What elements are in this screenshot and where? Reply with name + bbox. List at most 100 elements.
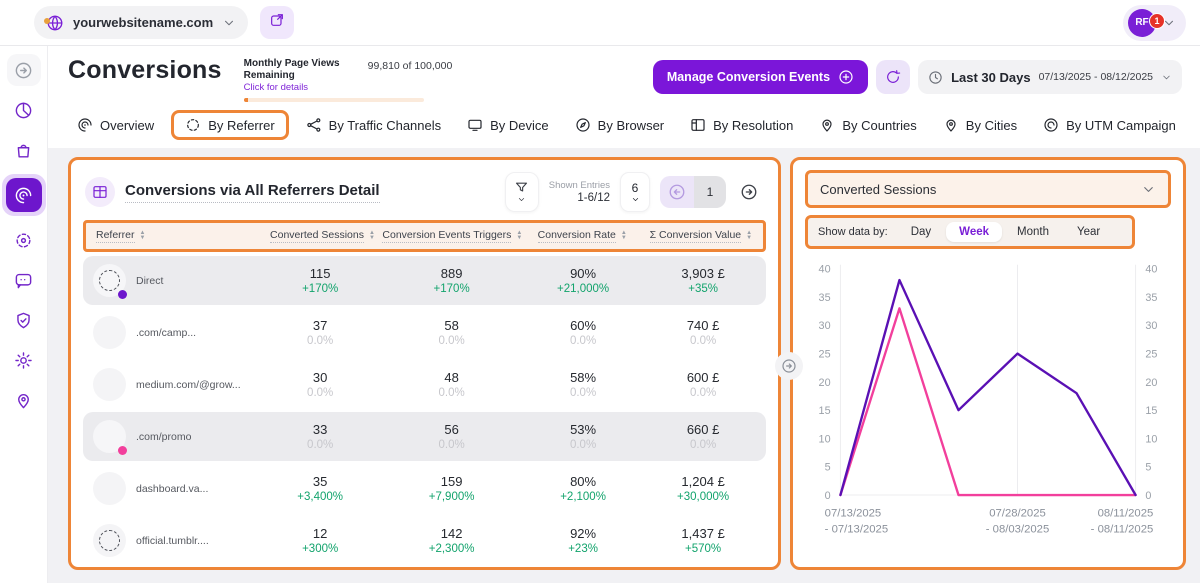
cell-value: 80% — [570, 474, 597, 489]
sidebar-item-privacy[interactable] — [7, 304, 41, 336]
sort-icon[interactable]: ▲ ▼ — [139, 230, 146, 241]
sidebar-item-retargeting[interactable] — [7, 224, 41, 256]
table-title: Conversions via All Referrers Detail — [125, 182, 380, 203]
svg-text:10: 10 — [819, 433, 831, 445]
sidebar-item-feedback[interactable] — [7, 264, 41, 296]
arrow-right-circle-icon — [781, 358, 797, 374]
tab-by-referrer[interactable]: By Referrer — [171, 110, 289, 140]
table-row[interactable]: .com/promo 33 0.0% 56 0.0% 53% 0.0% 660 £ 0.0% — [83, 412, 766, 461]
tab-label: By Countries — [842, 117, 917, 133]
cell-value: 33 — [312, 422, 328, 437]
svg-text:20: 20 — [1145, 377, 1157, 389]
granularity-day[interactable]: Day — [910, 226, 932, 238]
granularity-control: Show data by: Day Week Month Year — [805, 215, 1135, 249]
tab-label: Overview — [100, 117, 155, 133]
quota-value: 99,810 of 100,000 — [367, 60, 453, 72]
cell-delta: +7,900% — [428, 491, 475, 503]
tab-by-traffic-channels[interactable]: By Traffic Channels — [297, 111, 450, 139]
conversions-line-chart: 0 0 5 5 10 10 15 15 20 20 25 25 30 30 35 35 40 40 07/13/20… — [805, 253, 1171, 561]
cell-delta: +3,400% — [297, 491, 344, 503]
sort-icon[interactable]: ▲ ▼ — [368, 230, 375, 241]
column-header[interactable]: Conversion Events Triggers ▲ ▼ — [382, 229, 523, 243]
prev-page-button[interactable] — [660, 176, 694, 208]
table-row[interactable]: Direct 115 +170% 889 +170% 90% +21,000% 3,903 £… — [83, 256, 766, 305]
quota-details-link[interactable]: Click for details — [243, 82, 309, 93]
show-data-by-label: Show data by: — [818, 226, 888, 238]
svg-text:08/11/2025: 08/11/2025 — [1098, 508, 1154, 520]
user-menu[interactable]: RF 1 — [1123, 4, 1186, 41]
tab-label: By Traffic Channels — [328, 117, 442, 133]
compass-icon — [575, 117, 591, 133]
cell-value: 37 — [312, 318, 328, 333]
spiral-icon — [14, 186, 33, 205]
tab-by-device[interactable]: By Device — [458, 111, 558, 139]
filter-button[interactable] — [504, 172, 539, 212]
sort-icon[interactable]: ▲ ▼ — [746, 230, 753, 241]
svg-text:30: 30 — [1145, 320, 1157, 332]
sidebar-item-analytics[interactable] — [7, 94, 41, 126]
cell-delta: +300% — [302, 543, 339, 555]
pin-icon — [943, 117, 959, 133]
website-selector[interactable]: yourwebsitename.com — [34, 6, 249, 39]
metric-dropdown[interactable]: Converted Sessions — [805, 170, 1171, 208]
table-rows: Direct 115 +170% 889 +170% 90% +21,000% 3,903 £… — [83, 256, 766, 565]
quota-widget: Monthly Page Views Remaining Click for d… — [243, 58, 452, 102]
tab-by-browser[interactable]: By Browser — [566, 111, 673, 139]
svg-text:5: 5 — [1145, 462, 1151, 474]
open-website-button[interactable] — [260, 6, 295, 39]
sidebar-item-orders[interactable] — [7, 134, 41, 166]
panel-collapse-handle[interactable] — [775, 352, 803, 380]
tab-overview[interactable]: Overview — [68, 111, 163, 139]
date-range-picker[interactable]: Last 30 Days 07/13/2025 - 08/12/2025 — [918, 60, 1182, 94]
refresh-button[interactable] — [876, 60, 911, 94]
svg-text:40: 40 — [1145, 264, 1157, 276]
table-row[interactable]: .com/camp... 37 0.0% 58 0.0% 60% 0.0% 740 £ 0.0% — [83, 308, 766, 357]
manage-conversion-events-button[interactable]: Manage Conversion Events — [652, 60, 869, 94]
column-header[interactable]: Σ Conversion Value ▲ ▼ — [649, 229, 753, 243]
cell-value: 660 £ — [686, 422, 720, 437]
sort-icon[interactable]: ▲ ▼ — [516, 230, 523, 241]
sidebar-item-locations[interactable] — [7, 384, 41, 416]
referrer-name: medium.com/@grow... — [136, 378, 241, 391]
column-header[interactable]: Referrer ▲ ▼ — [96, 229, 146, 243]
tab-by-cities[interactable]: By Cities — [934, 111, 1026, 139]
granularity-month[interactable]: Month — [1017, 226, 1049, 238]
cell-value: 53% — [570, 422, 597, 437]
granularity-week[interactable]: Week — [946, 222, 1003, 242]
avatar: RF 1 — [1128, 8, 1165, 37]
referrers-table-panel: Conversions via All Referrers Detail Sho… — [68, 157, 781, 570]
column-header[interactable]: Converted Sessions ▲ ▼ — [270, 229, 375, 243]
chevron-down-icon — [631, 195, 640, 204]
shown-entries: Shown Entries 1-6/12 — [548, 180, 610, 204]
utm-icon — [1043, 117, 1059, 133]
filter-icon — [514, 180, 529, 195]
tab-by-resolution[interactable]: By Resolution — [681, 111, 802, 139]
sidebar-item-conversions[interactable] — [5, 178, 42, 212]
cell-delta: +2,100% — [560, 491, 606, 503]
sidebar-item-collapse-menu[interactable] — [6, 54, 41, 86]
plus-circle-icon — [838, 69, 854, 85]
series-color-dot — [118, 290, 127, 299]
referrer-favicon — [93, 264, 127, 299]
notification-badge: 1 — [1149, 12, 1165, 29]
cell-value: 30 — [312, 370, 328, 385]
next-page-button[interactable] — [734, 177, 764, 207]
tab-by-utm-campaign[interactable]: By UTM Campaign — [1034, 111, 1185, 139]
cell-delta: +21,000% — [557, 283, 610, 295]
sidebar-item-settings[interactable] — [7, 344, 41, 376]
table-row[interactable]: medium.com/@grow... 30 0.0% 48 0.0% 58% 0.0% 60… — [83, 360, 766, 409]
page-number[interactable]: 1 — [694, 176, 726, 208]
pin-icon — [819, 117, 835, 133]
table-row[interactable]: official.tumblr.... 12 +300% 142 +2,300% 92% +… — [83, 516, 766, 565]
tab-by-countries[interactable]: By Countries — [810, 111, 925, 139]
sort-icon[interactable]: ▲ ▼ — [620, 230, 627, 241]
cell-value: 60% — [570, 318, 597, 333]
cell-delta: 0.0% — [438, 439, 465, 451]
cell-value: 1,204 £ — [681, 474, 725, 489]
tab-label: By Referrer — [208, 117, 275, 133]
page-size-select[interactable]: 6 — [620, 172, 650, 212]
column-header[interactable]: Conversion Rate ▲ ▼ — [537, 229, 627, 243]
cell-value: 740 £ — [686, 318, 720, 333]
table-row[interactable]: dashboard.va... 35 +3,400% 159 +7,900% 80% +2,… — [83, 464, 766, 513]
granularity-year[interactable]: Year — [1076, 226, 1101, 238]
